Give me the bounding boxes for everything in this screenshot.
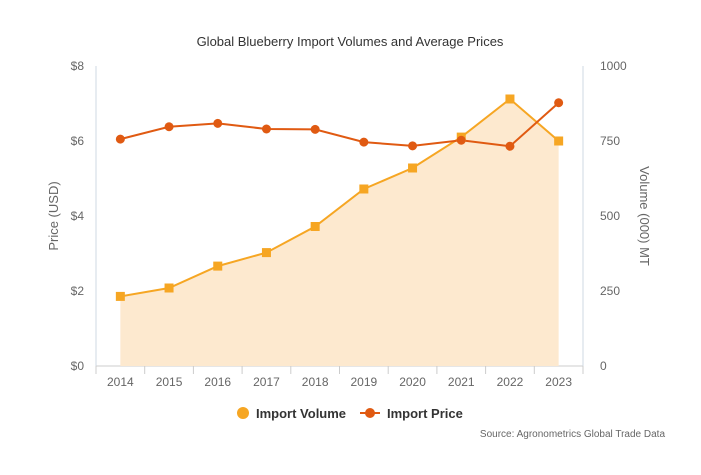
left-tick-label: $6: [71, 134, 85, 148]
import-volume-point[interactable]: [359, 184, 369, 194]
x-tick-label: 2016: [204, 375, 231, 389]
import-price-point[interactable]: [359, 137, 369, 147]
x-tick-label: 2023: [545, 375, 572, 389]
left-axis-title: Price (USD): [46, 181, 61, 250]
import-volume-point[interactable]: [261, 248, 271, 258]
legend-marker-import-volume: [237, 407, 249, 419]
import-price-point[interactable]: [554, 98, 564, 108]
legend-item-import-price[interactable]: Import Price: [360, 406, 463, 421]
right-tick-label: 250: [600, 284, 620, 298]
chart-title: Global Blueberry Import Volumes and Aver…: [197, 34, 504, 49]
import-price-point[interactable]: [213, 118, 223, 128]
import-volume-point[interactable]: [505, 94, 515, 104]
import-price-point[interactable]: [456, 135, 466, 145]
right-tick-label: 1000: [600, 59, 627, 73]
series-layer: [115, 94, 564, 366]
import-price-point[interactable]: [261, 124, 271, 134]
legend-label-import-volume: Import Volume: [256, 406, 346, 421]
import-price-point[interactable]: [505, 141, 515, 151]
left-tick-label: $8: [71, 59, 85, 73]
x-tick-label: 2020: [399, 375, 426, 389]
source-note: Source: Agronometrics Global Trade Data: [480, 429, 666, 440]
left-tick-label: $4: [71, 209, 85, 223]
import-volume-point[interactable]: [554, 136, 564, 146]
import-price-line: [120, 102, 560, 148]
x-tick-label: 2019: [350, 375, 377, 389]
import-price-point[interactable]: [164, 122, 174, 132]
import-price-point[interactable]: [310, 124, 320, 134]
axis-layer: $0 $2 $4 $6 $8 0 250 500 750 1000 2014 2015 2016 2017…: [71, 59, 627, 389]
x-tick-label: 2022: [497, 375, 524, 389]
x-tick-label: 2021: [448, 375, 475, 389]
legend-label-import-price: Import Price: [387, 406, 463, 421]
right-axis-title: Volume (000) MT: [637, 166, 652, 266]
right-tick-label: 750: [600, 134, 620, 148]
import-volume-point[interactable]: [115, 291, 125, 301]
import-volume-point[interactable]: [213, 261, 223, 271]
x-tick-label: 2018: [302, 375, 329, 389]
import-volume-area: [120, 99, 559, 366]
import-volume-point[interactable]: [164, 283, 174, 293]
import-price-point[interactable]: [115, 134, 125, 144]
right-tick-label: 500: [600, 209, 620, 223]
legend-item-import-volume[interactable]: Import Volume: [237, 406, 346, 421]
import-volume-point[interactable]: [408, 163, 418, 173]
x-tick-label: 2015: [156, 375, 183, 389]
x-tick-label: 2017: [253, 375, 280, 389]
left-tick-label: $0: [71, 359, 85, 373]
legend-marker-import-price: [365, 408, 375, 418]
x-tick-label: 2014: [107, 375, 134, 389]
import-volume-line: [120, 97, 560, 298]
right-tick-label: 0: [600, 359, 607, 373]
import-volume-point[interactable]: [310, 222, 320, 231]
import-price-point[interactable]: [408, 141, 418, 151]
left-tick-label: $2: [71, 284, 85, 298]
